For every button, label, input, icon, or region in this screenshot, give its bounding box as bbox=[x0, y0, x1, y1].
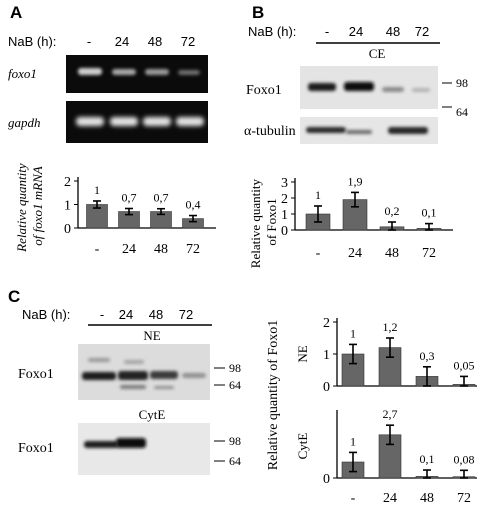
lane-label: 48 bbox=[386, 24, 400, 39]
marker-98: 98 bbox=[229, 361, 241, 375]
lane-label: 48 bbox=[149, 307, 163, 322]
y-tick-label: 0 bbox=[64, 222, 71, 237]
chart-c-ne: 0 1 2 1 1,2 0,3 0,05 NE bbox=[295, 316, 477, 395]
panel-c-letter: C bbox=[8, 287, 20, 306]
lane-label: 48 bbox=[148, 34, 162, 49]
x-tick-label: 48 bbox=[385, 246, 399, 261]
data-label: 1,2 bbox=[383, 320, 398, 334]
chart-b-ylabel: Relative quantity of Foxo1 bbox=[248, 176, 279, 268]
panel-b-fraction-label: CE bbox=[369, 46, 386, 61]
panel-c-lane-labels: - 24 48 72 bbox=[100, 307, 193, 322]
sub-ylabel: NE bbox=[295, 345, 310, 362]
data-label: 1 bbox=[350, 326, 356, 340]
marker-98: 98 bbox=[456, 76, 468, 90]
y-tick-label: 0 bbox=[323, 472, 330, 487]
y-tick-label: 0 bbox=[323, 380, 330, 395]
markers-c-ne: 98 64 bbox=[214, 361, 241, 392]
data-label: 0,2 bbox=[385, 204, 400, 218]
blot-label-b-tubulin: α-tubulin bbox=[244, 124, 296, 139]
chart-b-ylabel-line2: of Foxo1 bbox=[264, 198, 279, 245]
gel-foxo1 bbox=[66, 55, 208, 93]
lane-label: - bbox=[87, 34, 91, 49]
gel-label-foxo1: foxo1 bbox=[8, 66, 37, 81]
data-label: 1,9 bbox=[348, 174, 363, 188]
y-tick-label: 2 bbox=[323, 316, 330, 331]
data-label: 0,05 bbox=[454, 358, 475, 372]
x-tick-label: 72 bbox=[457, 491, 471, 506]
data-label: 0,1 bbox=[420, 452, 435, 466]
data-label: 1 bbox=[315, 188, 321, 202]
panel-c-fraction-cyte: CytE bbox=[139, 407, 166, 422]
sub-ylabel: CytE bbox=[295, 433, 310, 460]
blot-c-ne bbox=[78, 344, 210, 400]
marker-64: 64 bbox=[229, 454, 241, 468]
blot-b-tubulin bbox=[300, 117, 438, 144]
y-tick-label: 2 bbox=[281, 192, 288, 207]
lane-label: 24 bbox=[115, 34, 129, 49]
blot-b-foxo1 bbox=[300, 66, 438, 109]
chart-b-ylabel-line1: Relative quantity bbox=[248, 179, 263, 269]
lane-label: - bbox=[100, 307, 104, 322]
data-label: 0,4 bbox=[186, 198, 201, 212]
x-tick-label: 24 bbox=[348, 246, 362, 261]
marker-64: 64 bbox=[456, 105, 468, 119]
y-tick-label: 1 bbox=[281, 208, 288, 223]
x-tick-label: 48 bbox=[420, 491, 434, 506]
lane-label: 24 bbox=[119, 307, 133, 322]
markers-b: 98 64 bbox=[442, 76, 468, 119]
marker-64: 64 bbox=[229, 378, 241, 392]
panel-a-letter: A bbox=[10, 3, 22, 22]
chart-a-ylabel-line1: Relative quantity bbox=[14, 163, 29, 253]
data-label: 1 bbox=[94, 183, 100, 197]
panel-a-treatment-label: NaB (h): bbox=[8, 34, 56, 49]
markers-c-cyte: 98 64 bbox=[214, 434, 241, 468]
y-tick-label: 1 bbox=[64, 199, 71, 214]
chart-a-ylabel-line2: of foxo1 mRNA bbox=[30, 166, 45, 245]
chart-c-cyte: 0 1 - 2,7 24 0,1 48 0,08 72 CytE bbox=[295, 407, 477, 506]
y-tick-label: 2 bbox=[64, 175, 71, 190]
blot-label-b-foxo1: Foxo1 bbox=[246, 83, 282, 98]
data-label: 2,7 bbox=[383, 407, 398, 421]
chart-a-ylabel: Relative quantity of foxo1 mRNA bbox=[14, 160, 45, 253]
lane-label: 72 bbox=[179, 307, 193, 322]
x-tick-label: - bbox=[95, 242, 100, 257]
gel-gapdh bbox=[66, 101, 208, 143]
gel-label-gapdh: gapdh bbox=[8, 115, 41, 130]
x-tick-label: 72 bbox=[422, 246, 436, 261]
data-label: 0,7 bbox=[122, 190, 137, 204]
lane-label: - bbox=[325, 24, 329, 39]
x-tick-label: - bbox=[316, 246, 321, 261]
data-label: 0,3 bbox=[420, 349, 435, 363]
panel-a-lane-labels: - 24 48 72 bbox=[87, 34, 195, 49]
x-tick-label: 48 bbox=[154, 242, 168, 257]
blot-label-c-cyte: Foxo1 bbox=[18, 441, 54, 456]
panel-b-treatment-label: NaB (h): bbox=[248, 24, 296, 39]
lane-label: 72 bbox=[181, 34, 195, 49]
x-tick-label: 24 bbox=[122, 242, 136, 257]
panel-b-lane-labels: - 24 48 72 bbox=[325, 24, 429, 39]
marker-98: 98 bbox=[229, 434, 241, 448]
lane-label: 24 bbox=[349, 24, 363, 39]
blot-c-cyte bbox=[78, 423, 210, 475]
data-label: 0,08 bbox=[454, 452, 475, 466]
lane-label: 72 bbox=[415, 24, 429, 39]
data-label: 1 bbox=[350, 434, 356, 448]
data-label: 0,7 bbox=[154, 191, 169, 205]
data-label: 0,1 bbox=[422, 206, 437, 220]
y-tick-label: 0 bbox=[281, 224, 288, 239]
panel-b-letter: B bbox=[252, 3, 264, 22]
x-tick-label: 72 bbox=[186, 242, 200, 257]
y-tick-label: 3 bbox=[281, 176, 288, 191]
chart-a: 0 1 2 1 - 0,7 24 0,7 48 0,4 72 bbox=[64, 175, 216, 257]
chart-c-ylabel: Relative quantity of Foxo1 bbox=[266, 320, 281, 470]
y-tick-label: 1 bbox=[323, 348, 330, 363]
x-tick-label: 24 bbox=[383, 491, 397, 506]
blot-label-c-ne: Foxo1 bbox=[18, 367, 54, 382]
panel-c-treatment-label: NaB (h): bbox=[22, 307, 70, 322]
panel-c-fraction-ne: NE bbox=[143, 328, 160, 343]
x-tick-label: - bbox=[351, 491, 356, 506]
